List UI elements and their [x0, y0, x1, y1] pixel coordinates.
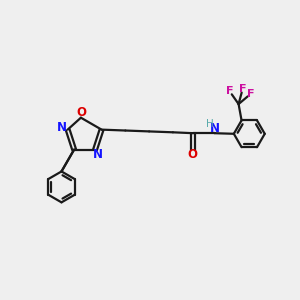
Text: N: N: [93, 148, 103, 161]
Text: O: O: [188, 148, 198, 161]
Text: F: F: [226, 86, 233, 96]
Text: F: F: [247, 89, 254, 99]
Text: H: H: [206, 119, 214, 129]
Text: O: O: [76, 106, 86, 119]
Text: N: N: [210, 122, 220, 135]
Text: N: N: [57, 121, 67, 134]
Text: F: F: [239, 84, 246, 94]
